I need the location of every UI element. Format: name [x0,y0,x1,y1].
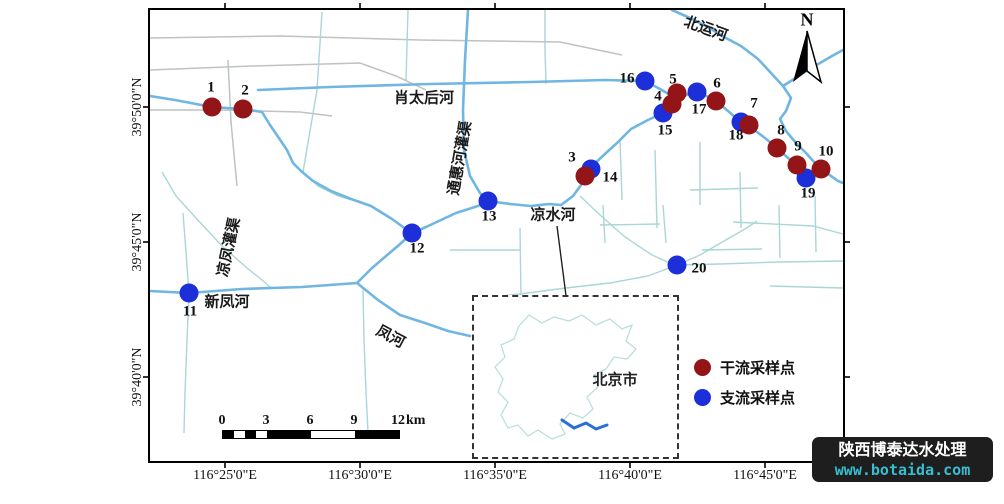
map-frame [148,8,845,463]
sampling-point-label-20: 20 [691,260,707,277]
legend: 干流采样点支流采样点 [694,352,795,412]
inset-liangshuihe-river [560,418,609,431]
y-axis-tick-label-0: 39°50'0"N [130,77,145,137]
sampling-point-label-16: 16 [619,70,635,87]
sampling-point-label-10: 10 [818,143,834,160]
scalebar-segment [234,431,245,438]
scalebar-segment [267,431,311,438]
sampling-point-label-12: 12 [409,240,425,257]
scalebar-number-3: 3 [262,413,270,428]
river-label-liangshuihe: 凉水河 [530,207,576,224]
sampling-point-label-3: 3 [568,149,576,166]
scalebar-number-12: 12 [391,413,405,428]
sampling-point-9[interactable] [787,155,807,175]
scalebar-number-9: 9 [350,413,358,428]
sampling-point-1[interactable] [202,97,222,117]
sampling-point-12[interactable] [402,223,422,243]
sampling-point-label-5: 5 [669,71,677,88]
scalebar-number-0: 0 [218,413,226,428]
river-xinfenghe-path [148,281,359,295]
sampling-point-17[interactable] [687,82,707,102]
sampling-point-13[interactable] [478,191,498,211]
sampling-point-label-2: 2 [241,82,249,99]
legend-mainstream-dot-icon [694,358,711,376]
beijing-inset-map: 北京市 [472,295,679,459]
x-axis-tick-label-1: 116°30'0"E [328,468,392,483]
sampling-point-label-1: 1 [207,79,215,96]
scalebar-segment [223,431,234,438]
river-xiaotaihouhe-path [256,78,674,98]
watermark-url: www.botaida.com [834,460,971,479]
sampling-point-label-8: 8 [777,122,785,139]
river-label-xinfenghe: 新凤河 [204,294,250,311]
sampling-point-5[interactable] [667,83,687,103]
x-axis-tick-label-2: 116°35'0"E [463,468,527,483]
scalebar-number-6: 6 [306,413,314,428]
inset-city-label: 北京市 [592,372,638,389]
sampling-point-8[interactable] [767,138,787,158]
sampling-point-label-7: 7 [750,95,758,112]
river-branch-12-path [355,231,414,285]
legend-tributary-dot-icon [694,388,711,406]
sampling-point-label-13: 13 [481,208,497,225]
scalebar-segment [355,431,399,438]
sampling-point-3[interactable] [575,166,595,186]
scalebar-bar [222,430,400,439]
sampling-point-20[interactable] [667,255,687,275]
river-beiyunhe-path [670,8,823,171]
sampling-point-6[interactable] [706,91,726,111]
x-axis-tick-label-3: 116°40'0"E [598,468,662,483]
road-lines [149,35,623,187]
sampling-point-label-15: 15 [657,122,673,139]
sampling-point-label-11: 11 [182,303,198,320]
sampling-point-10[interactable] [811,159,831,179]
scalebar-segment [245,431,256,438]
x-axis-tick-label-4: 116°45'0"E [733,468,797,483]
river-tonghuihe-path [461,8,490,203]
y-axis-tick-label-1: 39°45'0"N [130,212,145,272]
sampling-point-11[interactable] [179,283,199,303]
sampling-point-label-19: 19 [800,185,816,202]
sampling-point-label-9: 9 [794,138,802,155]
legend-mainstream-label: 干流采样点 [720,360,796,377]
scalebar-segment [256,431,267,438]
watermark-badge: 陕西博泰达水处理 www.botaida.com [812,437,993,482]
river-fenghe-path [355,281,472,338]
north-arrow-icon [793,30,823,84]
beijing-outline [494,314,637,440]
sampling-point-7[interactable] [739,115,759,135]
sampling-point-label-14: 14 [602,169,618,186]
scalebar-segment [311,431,355,438]
river-label-xiaotaihouhe: 肖太后河 [393,90,455,107]
legend-item-tributary: 支流采样点 [694,382,795,412]
scalebar-unit: km [406,413,426,428]
sampling-point-label-18: 18 [728,127,744,144]
sampling-point-16[interactable] [635,71,655,91]
y-axis-tick-label-2: 39°40'0"N [130,347,145,407]
sampling-point-2[interactable] [233,99,253,119]
sampling-point-label-17: 17 [691,101,707,118]
sampling-point-label-6: 6 [713,75,721,92]
minor-stream-lines [161,9,844,434]
legend-item-mainstream: 干流采样点 [694,352,795,382]
sampling-point-label-4: 4 [654,88,662,105]
x-axis-tick-label-0: 116°25'0"E [193,468,257,483]
watermark-company: 陕西博泰达水处理 [838,441,967,459]
north-label: N [800,9,814,30]
legend-tributary-label: 支流采样点 [720,390,796,407]
